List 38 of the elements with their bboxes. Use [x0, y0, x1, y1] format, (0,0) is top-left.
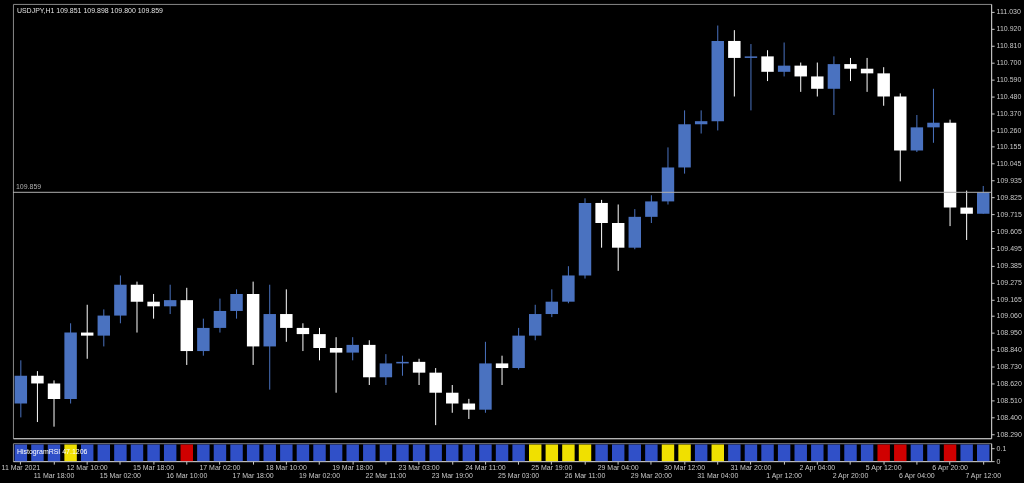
candlestick [495, 355, 509, 386]
candlestick [811, 62, 824, 97]
candlestick [595, 199, 608, 249]
candlestick [960, 190, 973, 241]
candlestick [910, 114, 924, 153]
candlestick [977, 185, 990, 215]
candlestick [794, 62, 807, 93]
candlestick [462, 398, 476, 420]
candlestick [927, 88, 940, 144]
candlestick [744, 43, 758, 111]
candlestick [446, 384, 459, 414]
candlestick [694, 109, 708, 135]
candlestick [777, 42, 791, 77]
candlestick [529, 304, 542, 341]
candlestick [280, 288, 293, 343]
candlestick [213, 298, 227, 334]
candlestick [412, 358, 426, 386]
candlestick [80, 304, 94, 360]
candlestick [728, 29, 741, 97]
candlestick [545, 288, 559, 318]
candlestick [97, 308, 111, 347]
candlestick [31, 370, 44, 423]
candlestick [346, 336, 359, 361]
candlestick [163, 284, 177, 315]
candlestick [877, 66, 890, 107]
candlestick [379, 353, 393, 386]
candlestick [844, 57, 857, 82]
candlestick [645, 194, 658, 224]
candlestick [296, 322, 310, 352]
candlestick [329, 336, 343, 394]
candlestick [47, 379, 61, 428]
candlestick [197, 318, 210, 357]
candlestick [761, 49, 774, 82]
candlestick [313, 327, 326, 361]
candlestick [230, 288, 243, 320]
candlestick [429, 367, 442, 426]
candlestick [147, 293, 160, 320]
candlestick [130, 281, 144, 334]
